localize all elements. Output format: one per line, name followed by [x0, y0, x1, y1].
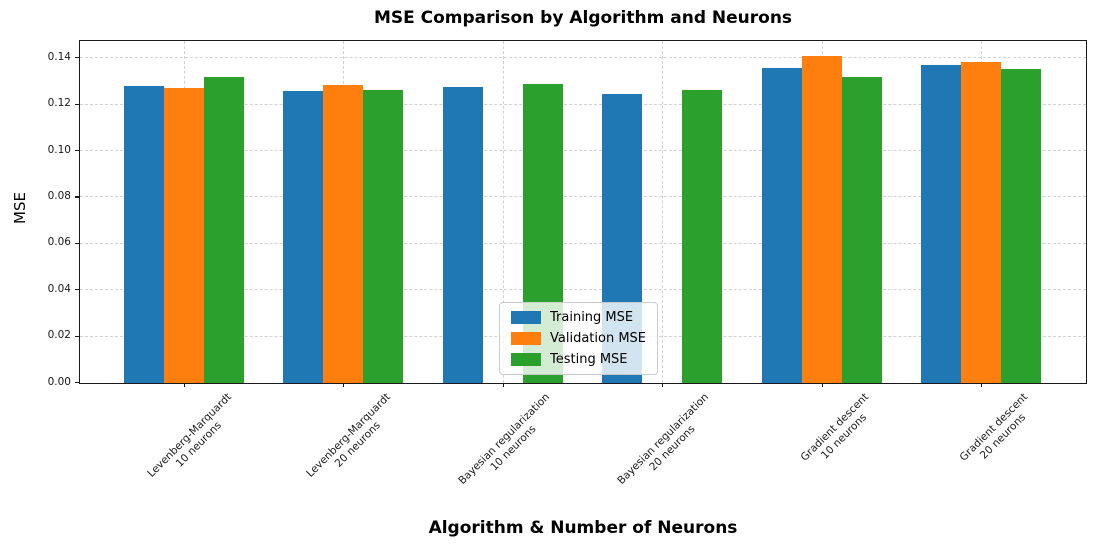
x-tick-label-line1: Bayesian regularization	[455, 391, 552, 487]
bar-validation-mse-1	[323, 84, 363, 383]
y-tick-label: 0.04	[47, 282, 71, 295]
x-tick-mark	[821, 383, 823, 387]
y-tick-mark	[75, 57, 79, 59]
y-tick-label: 0.12	[47, 97, 71, 110]
x-tick-label-line1: Levenberg-Marquardt	[304, 391, 393, 480]
x-tick-mark	[502, 383, 504, 387]
y-tick-label: 0.00	[47, 375, 71, 388]
x-tick-label-line1: Levenberg-Marquardt	[144, 391, 234, 480]
x-tick-mark	[662, 383, 664, 387]
x-tick-mark	[981, 383, 983, 387]
chart-title: MSE Comparison by Algorithm and Neurons	[373, 8, 793, 28]
v-gridline	[502, 41, 504, 383]
y-tick-mark	[75, 103, 79, 105]
bar-training-mse-5	[921, 65, 961, 383]
x-tick-label-line2: 10 neurons	[487, 423, 539, 474]
bar-testing-mse-4	[841, 76, 882, 383]
h-gridline	[80, 242, 1086, 244]
h-gridline	[80, 57, 1086, 59]
bar-training-mse-1	[283, 90, 323, 383]
bar-validation-mse-4	[801, 55, 842, 383]
bar-testing-mse-0	[203, 76, 244, 383]
x-tick-label: Levenberg-Marquardt 10 neurons	[145, 391, 244, 490]
bar-validation-mse-0	[163, 88, 204, 383]
bar-testing-mse-1	[363, 89, 403, 383]
y-tick-mark	[75, 242, 79, 244]
h-gridline	[80, 150, 1086, 152]
legend-swatch-icon	[511, 332, 541, 345]
y-tick-mark	[75, 382, 79, 384]
legend-item: Testing MSE	[511, 352, 646, 367]
x-axis-label: Algorithm & Number of Neurons	[428, 518, 738, 538]
y-tick-mark	[75, 150, 79, 152]
bar-training-mse-0	[123, 86, 164, 383]
x-tick-label-line2: 10 neurons	[173, 419, 224, 470]
y-tick-mark	[75, 196, 79, 198]
legend-item: Validation MSE	[511, 331, 646, 346]
y-tick-label: 0.14	[47, 50, 71, 63]
legend-swatch-icon	[511, 353, 541, 366]
x-tick-label-line1: Bayesian regularization	[615, 391, 712, 487]
x-tick-label: Gradient descent 10 neurons	[798, 391, 881, 474]
legend: Training MSE Validation MSE Testing MSE	[499, 302, 659, 375]
bar-training-mse-2	[442, 87, 483, 383]
plot-area	[79, 40, 1087, 384]
y-tick-label: 0.06	[47, 236, 71, 249]
h-gridline	[80, 289, 1086, 291]
x-tick-label: Bayesian regularization 10 neurons	[456, 391, 562, 497]
bar-training-mse-4	[761, 67, 802, 383]
legend-label: Training MSE	[550, 310, 634, 325]
h-gridline	[80, 103, 1086, 105]
x-tick-label: Levenberg-Marquardt 20 neurons	[304, 391, 403, 490]
x-tick-label: Bayesian regularization 20 neurons	[615, 391, 721, 497]
y-tick-label: 0.08	[47, 189, 71, 202]
legend-label: Validation MSE	[550, 331, 647, 346]
x-tick-label-line2: 20 neurons	[647, 423, 698, 474]
x-tick-mark	[343, 383, 345, 387]
legend-item: Training MSE	[511, 310, 646, 325]
legend-swatch-icon	[511, 311, 541, 324]
bar-testing-mse-3	[682, 89, 722, 383]
y-tick-label: 0.02	[47, 329, 71, 342]
y-tick-label: 0.10	[47, 143, 71, 156]
v-gridline	[662, 41, 663, 383]
h-gridline	[80, 196, 1086, 198]
legend-label: Testing MSE	[550, 352, 628, 367]
y-tick-mark	[75, 289, 79, 291]
x-tick-label: Gradient descent 20 neurons	[958, 391, 1041, 474]
x-tick-label-line2: 20 neurons	[332, 419, 384, 470]
x-tick-mark	[183, 383, 185, 387]
y-tick-mark	[75, 335, 79, 337]
bar-validation-mse-5	[961, 61, 1001, 383]
bar-testing-mse-5	[1001, 68, 1041, 383]
